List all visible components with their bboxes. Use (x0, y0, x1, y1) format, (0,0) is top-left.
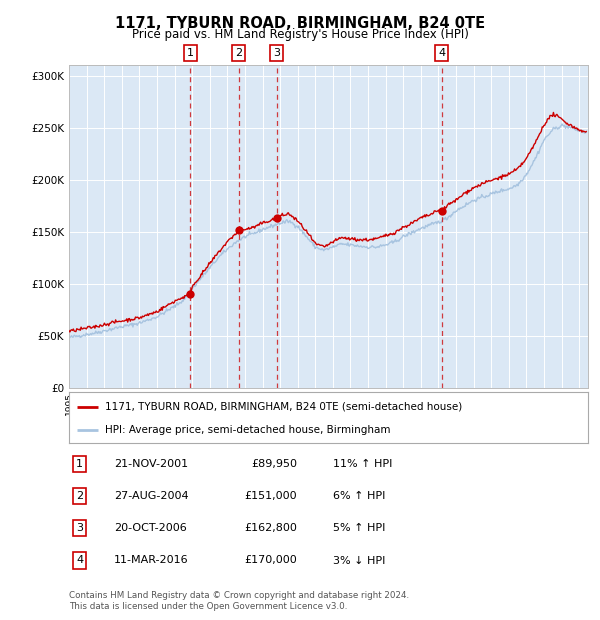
Text: £89,950: £89,950 (251, 459, 297, 469)
Text: 6% ↑ HPI: 6% ↑ HPI (333, 491, 385, 501)
Text: HPI: Average price, semi-detached house, Birmingham: HPI: Average price, semi-detached house,… (106, 425, 391, 435)
Text: 4: 4 (438, 48, 445, 58)
Text: 5% ↑ HPI: 5% ↑ HPI (333, 523, 385, 533)
Text: 1171, TYBURN ROAD, BIRMINGHAM, B24 0TE: 1171, TYBURN ROAD, BIRMINGHAM, B24 0TE (115, 16, 485, 30)
Text: 3: 3 (273, 48, 280, 58)
Text: 20-OCT-2006: 20-OCT-2006 (114, 523, 187, 533)
Text: 3% ↓ HPI: 3% ↓ HPI (333, 556, 385, 565)
Text: 1: 1 (76, 459, 83, 469)
Text: 21-NOV-2001: 21-NOV-2001 (114, 459, 188, 469)
Text: 3: 3 (76, 523, 83, 533)
Text: 2: 2 (76, 491, 83, 501)
Text: £151,000: £151,000 (244, 491, 297, 501)
Text: 11-MAR-2016: 11-MAR-2016 (114, 556, 188, 565)
Text: Contains HM Land Registry data © Crown copyright and database right 2024.
This d: Contains HM Land Registry data © Crown c… (69, 591, 409, 611)
Text: 4: 4 (76, 556, 83, 565)
Text: 1: 1 (187, 48, 194, 58)
Text: £162,800: £162,800 (244, 523, 297, 533)
Text: Price paid vs. HM Land Registry's House Price Index (HPI): Price paid vs. HM Land Registry's House … (131, 28, 469, 41)
Text: £170,000: £170,000 (244, 556, 297, 565)
Text: 27-AUG-2004: 27-AUG-2004 (114, 491, 188, 501)
Text: 1171, TYBURN ROAD, BIRMINGHAM, B24 0TE (semi-detached house): 1171, TYBURN ROAD, BIRMINGHAM, B24 0TE (… (106, 402, 463, 412)
Text: 2: 2 (235, 48, 242, 58)
Text: 11% ↑ HPI: 11% ↑ HPI (333, 459, 392, 469)
